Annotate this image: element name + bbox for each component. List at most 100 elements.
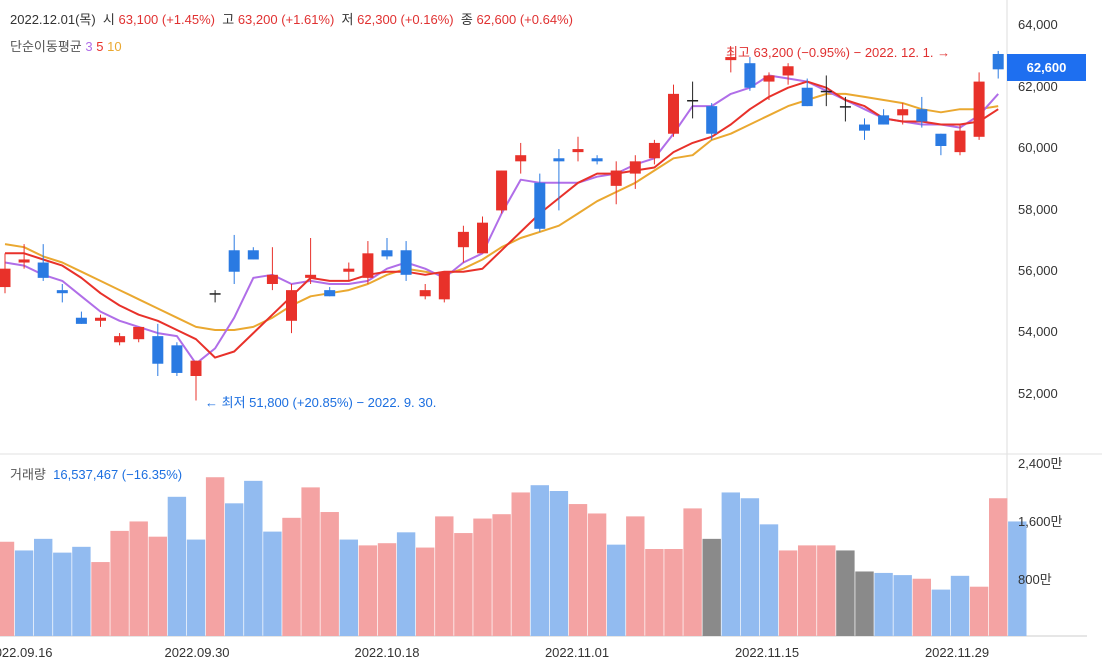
ma3-line	[4, 74, 999, 365]
volume-bar	[301, 487, 320, 636]
date-label: 2022.12.01(목)	[10, 12, 96, 27]
x-tick-label: 2022.11.29	[924, 645, 990, 660]
volume-bar	[492, 514, 511, 636]
x-tick-label: 2022.10.18	[354, 645, 420, 660]
candle-body	[305, 274, 317, 278]
y-tick-label: 54,000	[1018, 324, 1058, 339]
volume-bar	[454, 533, 473, 636]
open-value: 63,100 (+1.45%)	[118, 12, 215, 27]
candle-body	[496, 170, 508, 211]
volume-bar	[817, 545, 836, 636]
candle-body	[152, 336, 164, 364]
volume-tick-label: 1,600만	[1018, 514, 1063, 529]
volume-bar	[1008, 521, 1027, 636]
candle-body	[763, 75, 775, 82]
volume-bar	[626, 516, 645, 636]
candle-body	[419, 290, 431, 297]
candle-body	[725, 57, 737, 61]
candle-body	[438, 271, 450, 300]
y-tick-label: 58,000	[1018, 202, 1058, 217]
candle-body	[381, 250, 393, 257]
volume-bar	[225, 503, 244, 636]
volume-bar	[72, 546, 91, 636]
candle-body	[37, 262, 49, 278]
volume-bar	[244, 480, 263, 636]
y-tick-label: 52,000	[1018, 386, 1058, 401]
candle-body	[820, 90, 832, 93]
candle-body	[95, 317, 106, 321]
ma-legend: 단순이동평균 3 5 10	[10, 36, 122, 55]
volume-bar	[110, 530, 129, 636]
ma5-legend: 5	[96, 39, 104, 54]
volume-bar	[129, 521, 148, 636]
ohlc-info-bar: 2022.12.01(목) 시 63,100 (+1.45%) 고 63,200…	[10, 9, 573, 28]
volume-bar	[587, 513, 607, 636]
candle-body	[706, 106, 718, 134]
candle-body	[859, 124, 870, 131]
volume-bar	[969, 586, 989, 636]
volume-bar	[282, 517, 301, 636]
low-annotation: ← 최저 51,800 (+20.85%) − 2022. 9. 30.	[205, 395, 437, 410]
volume-bar	[855, 571, 874, 636]
volume-legend: 거래량 16,537,467 (−16.35%)	[10, 464, 182, 483]
candle-body	[133, 326, 145, 340]
volume-bar	[836, 550, 855, 636]
candle-body	[973, 81, 985, 137]
volume-bar	[607, 544, 626, 636]
ma10-legend: 10	[107, 39, 122, 54]
candle-body	[362, 253, 374, 278]
volume-bar	[645, 549, 664, 636]
candle-body	[629, 161, 641, 174]
candle-body	[266, 274, 278, 284]
volume-bar	[14, 550, 34, 636]
high-annotation: 최고 63,200 (−0.95%) − 2022. 12. 1. →	[726, 45, 951, 60]
candle-body	[572, 149, 584, 153]
volume-bar	[778, 550, 798, 636]
volume-bar	[568, 504, 588, 636]
candle-body	[916, 109, 928, 122]
volume-bar	[721, 492, 740, 636]
candle-body	[457, 231, 469, 248]
high-value: 63,200 (+1.61%)	[237, 12, 335, 27]
volume-legend-label: 거래량	[10, 467, 46, 482]
ma3-legend: 3	[85, 39, 93, 54]
volume-bar	[358, 545, 378, 636]
close-label: 종	[460, 12, 473, 27]
x-tick-label: 2022.11.01	[544, 645, 610, 660]
volume-bar	[186, 539, 206, 636]
candle-body	[190, 360, 202, 376]
volume-bar	[893, 575, 912, 636]
candle-body	[744, 63, 756, 88]
candle-body	[878, 115, 890, 125]
candle-body	[0, 268, 11, 288]
volume-bar	[148, 536, 167, 636]
volume-bar	[167, 496, 187, 636]
volume-bar	[530, 485, 549, 636]
volume-bar	[416, 547, 435, 636]
candle-body	[992, 53, 1004, 70]
volume-bar	[912, 578, 931, 636]
volume-bar	[683, 508, 702, 636]
candle-body	[209, 293, 221, 295]
high-label: 고	[222, 12, 235, 27]
low-value: 62,300 (+0.16%)	[357, 12, 454, 27]
candle-body	[228, 250, 240, 272]
candle-body	[75, 317, 87, 324]
candle-body	[114, 336, 126, 343]
volume-bar	[989, 498, 1008, 636]
open-label: 시	[102, 12, 115, 27]
candle-body	[553, 158, 565, 162]
y-tick-label: 62,000	[1018, 79, 1058, 94]
volume-tick-label: 2,400만	[1018, 456, 1063, 471]
volume-bar	[759, 524, 779, 636]
close-value: 62,600 (+0.64%)	[476, 12, 573, 27]
volume-bar	[34, 538, 53, 636]
volume-bar	[396, 532, 416, 636]
volume-bar	[377, 543, 397, 636]
ma5-line	[5, 80, 999, 359]
candle-body	[324, 290, 336, 297]
candle-body	[286, 290, 297, 321]
candle-body	[477, 222, 488, 254]
volume-bar	[205, 477, 225, 636]
